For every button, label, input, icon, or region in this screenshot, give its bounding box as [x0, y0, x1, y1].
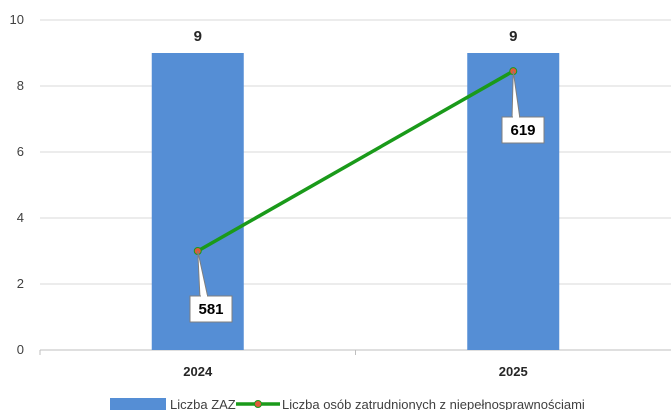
x-category-label-2024: 2024 — [183, 364, 213, 379]
callout-box-2024 — [189, 295, 233, 323]
callout-join-2025 — [513, 116, 519, 119]
bar-value-label-2025: 9 — [509, 28, 517, 45]
legend-label-liczba-osob: Liczba osób zatrudnionych z niepełnospra… — [282, 397, 585, 410]
x-category-label-2025: 2025 — [499, 364, 528, 379]
data-labels: 9 9 581 619 — [189, 28, 545, 323]
y-tick-label-2: 2 — [17, 276, 24, 291]
axes: 0 2 4 6 8 10 2024 2025 — [10, 12, 671, 379]
legend-marker-liczba-osob — [254, 400, 262, 408]
callout-join-2024 — [201, 295, 207, 298]
y-tick-label-4: 4 — [17, 210, 24, 225]
gridlines — [40, 19, 671, 285]
line-liczba-osob — [196, 69, 515, 253]
bar-value-label-2024: 9 — [194, 28, 202, 45]
y-tick-label-8: 8 — [17, 78, 24, 93]
line-value-label-2025: 619 — [510, 122, 535, 139]
y-tick-label-6: 6 — [17, 144, 24, 159]
legend-label-liczba-zaz: Liczba ZAZ — [170, 397, 236, 410]
line-value-label-2024: 581 — [198, 301, 223, 318]
legend: Liczba ZAZ Liczba osób zatrudnionych z ni… — [110, 397, 585, 412]
y-tick-label-0: 0 — [17, 342, 24, 357]
y-tick-label-10: 10 — [10, 12, 24, 27]
legend-swatch-liczba-zaz — [110, 398, 166, 410]
callout-box-2025 — [501, 116, 545, 144]
